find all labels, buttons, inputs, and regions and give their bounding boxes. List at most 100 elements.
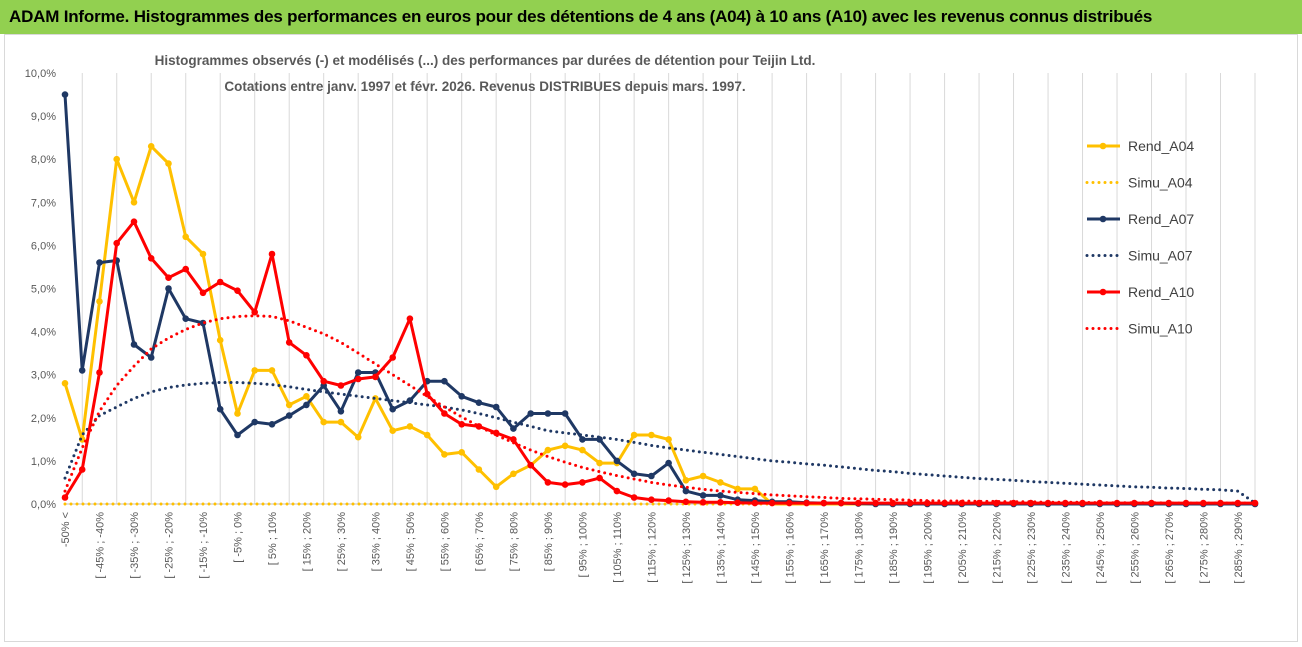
data-point-rend-a07 — [337, 408, 345, 415]
x-tick-label: [ 245% ; 250% — [1095, 512, 1107, 584]
x-tick-label: [ 35% ; 40% — [370, 512, 382, 572]
data-point-rend-a10 — [96, 369, 103, 376]
x-tick-label: [ 75% ; 80% — [508, 512, 520, 572]
data-point-rend-a10 — [458, 421, 466, 428]
x-tick-label: [ 285% ; 290% — [1233, 512, 1245, 584]
y-tick-label: 7,0% — [31, 197, 56, 209]
data-point-rend-a04 — [579, 446, 586, 454]
data-point-rend-a07 — [96, 259, 103, 266]
y-tick-label: 8,0% — [31, 154, 56, 166]
x-tick-label: [ 165% ; 170% — [819, 512, 831, 584]
x-tick-label: [ 275% ; 280% — [1198, 512, 1210, 584]
data-point-rend-a07 — [579, 436, 586, 443]
series-line-rend-a10 — [63, 220, 1255, 505]
x-tick-label: [ -45% ; -40% — [94, 512, 106, 579]
data-point-rend-a07 — [527, 410, 534, 417]
x-tick-label: [ 205% ; 210% — [957, 512, 969, 584]
x-tick-label: [ 235% ; 240% — [1060, 512, 1072, 584]
data-point-rend-a04 — [630, 431, 638, 439]
data-point-rend-a04 — [406, 423, 414, 430]
x-tick-label: [ 15% ; 20% — [301, 512, 313, 572]
data-point-rend-a07 — [130, 341, 138, 348]
x-tick-label: [ -25% ; -20% — [163, 512, 175, 579]
data-point-rend-a10 — [1251, 499, 1259, 507]
data-point-rend-a07 — [648, 472, 655, 480]
data-point-rend-a04 — [682, 477, 690, 484]
data-point-rend-a07 — [285, 412, 293, 419]
data-point-rend-a04 — [665, 436, 672, 443]
data-point-rend-a07 — [510, 425, 517, 432]
y-tick-label: 2,0% — [31, 413, 56, 425]
x-tick-label: [ 105% ; 110% — [612, 512, 624, 583]
x-tick-label: [ 155% ; 160% — [784, 512, 796, 584]
series-line-simu-a07 — [63, 381, 1257, 505]
data-point-rend-a04 — [61, 380, 69, 387]
data-point-rend-a07 — [389, 405, 397, 413]
data-point-rend-a10 — [147, 254, 155, 262]
data-point-rend-a07 — [630, 470, 638, 478]
data-point-rend-a07 — [492, 403, 500, 411]
data-point-rend-a10 — [544, 479, 552, 486]
data-point-rend-a10 — [837, 499, 845, 507]
data-point-rend-a04 — [165, 160, 172, 167]
x-tick-label: [ 265% ; 270% — [1164, 512, 1176, 584]
data-point-rend-a07 — [699, 492, 707, 499]
data-point-rend-a07 — [182, 315, 189, 323]
data-point-rend-a04 — [699, 472, 707, 480]
data-point-rend-a10 — [441, 410, 448, 417]
data-point-rend-a10 — [924, 499, 931, 507]
data-point-rend-a10 — [734, 499, 741, 507]
data-point-rend-a07 — [682, 487, 690, 495]
x-axis: -50% < [ -45% ; -40% [ -35% ; -30% [ -25% ;… — [60, 512, 1245, 584]
data-point-rend-a10 — [665, 497, 672, 504]
data-point-rend-a10 — [130, 218, 138, 225]
data-point-rend-a07 — [165, 285, 172, 292]
data-point-rend-a04 — [751, 485, 759, 493]
data-point-rend-a10 — [268, 250, 276, 258]
legend-label-simu-a04: Simu_A04 — [1128, 175, 1193, 191]
legend-label-simu-a10: Simu_A10 — [1128, 321, 1193, 337]
data-point-rend-a04 — [544, 446, 552, 454]
data-point-rend-a07 — [303, 401, 310, 409]
data-point-rend-a04 — [320, 418, 328, 426]
legend-label-rend-a10: Rend_A10 — [1128, 284, 1194, 300]
x-tick-label: [ -5% ; 0% — [232, 512, 244, 563]
data-point-rend-a10 — [1165, 499, 1173, 507]
data-point-rend-a04 — [285, 401, 293, 409]
data-point-rend-a10 — [165, 274, 172, 282]
x-tick-label: [ 215% ; 220% — [991, 512, 1003, 584]
data-point-rend-a04 — [734, 485, 741, 493]
data-point-rend-a04 — [717, 479, 724, 486]
data-point-rend-a10 — [510, 436, 517, 443]
data-point-rend-a10 — [1148, 499, 1155, 507]
data-point-rend-a07 — [406, 397, 414, 404]
data-point-rend-a07 — [61, 91, 69, 98]
legend-marker-rend-a07 — [1099, 215, 1107, 223]
data-point-rend-a10 — [717, 499, 724, 506]
x-tick-label: [ 45% ; 50% — [405, 512, 417, 572]
data-point-rend-a10 — [285, 339, 293, 346]
x-tick-label: [ 145% ; 150% — [750, 512, 762, 584]
data-point-rend-a04 — [216, 336, 224, 344]
series-line-rend-a04 — [63, 144, 1255, 506]
data-point-rend-a10 — [113, 239, 120, 247]
x-tick-label: [ 255% ; 260% — [1129, 512, 1141, 584]
data-point-rend-a10 — [872, 499, 879, 507]
data-point-rend-a07 — [458, 393, 466, 400]
x-tick-label: -50% < — [60, 512, 72, 547]
data-point-rend-a07 — [354, 369, 362, 376]
data-point-rend-a10 — [199, 289, 207, 297]
data-point-rend-a10 — [613, 487, 621, 495]
data-point-rend-a10 — [372, 373, 379, 381]
data-point-rend-a04 — [199, 250, 207, 258]
legend-marker-rend-a10 — [1099, 288, 1107, 296]
data-point-rend-a04 — [648, 431, 655, 439]
data-point-rend-a07 — [216, 405, 224, 413]
data-point-rend-a04 — [96, 298, 103, 305]
data-point-rend-a07 — [78, 367, 86, 374]
data-point-rend-a04 — [130, 199, 138, 206]
data-point-rend-a04 — [147, 143, 155, 150]
data-point-rend-a10 — [579, 479, 586, 486]
data-point-rend-a10 — [1131, 499, 1138, 507]
